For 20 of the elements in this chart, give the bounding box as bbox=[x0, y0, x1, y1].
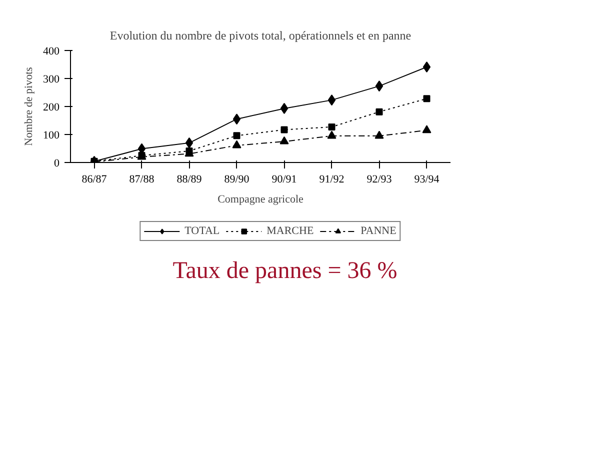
y-axis-title: Nombre de pivots bbox=[23, 67, 35, 146]
legend-label: MARCHE bbox=[266, 225, 314, 237]
y-tick-label: 400 bbox=[43, 46, 60, 58]
legend-label: TOTAL bbox=[184, 225, 220, 237]
y-tick-label: 200 bbox=[43, 102, 60, 114]
text: Taux de pannes = 36 % bbox=[172, 257, 398, 286]
legend-label: PANNE bbox=[360, 225, 396, 237]
x-tick-label: 87/88 bbox=[129, 174, 155, 186]
y-tick-label: 100 bbox=[43, 130, 60, 142]
x-tick-label: 89/90 bbox=[224, 174, 250, 186]
chart-title: Evolution du nombre de pivots total, opérationnels et en panne bbox=[110, 28, 412, 42]
x-tick-label: 92/93 bbox=[366, 174, 392, 186]
x-axis-title: Compagne agricole bbox=[218, 194, 304, 206]
y-tick-label: 0 bbox=[54, 158, 60, 170]
x-tick-label: 93/94 bbox=[414, 174, 440, 186]
x-tick-label: 91/92 bbox=[319, 174, 344, 186]
y-tick-label: 300 bbox=[43, 74, 60, 86]
x-tick-label: 88/89 bbox=[176, 174, 202, 186]
x-tick-label: 86/87 bbox=[82, 174, 108, 186]
x-tick-label: 90/91 bbox=[272, 174, 297, 186]
